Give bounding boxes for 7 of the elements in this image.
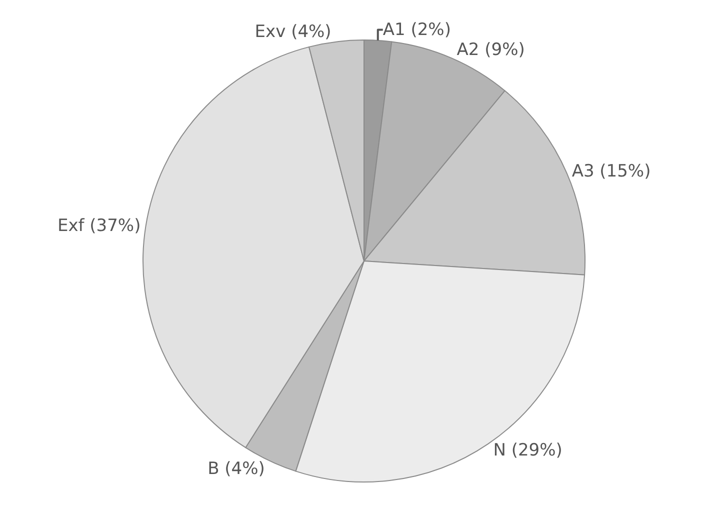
slice-label: B (4%) xyxy=(208,459,265,480)
slice-label: A1 (2%) xyxy=(382,20,451,40)
slice-label: N (29%) xyxy=(493,440,562,461)
slice-label: A3 (15%) xyxy=(572,162,651,182)
slice-label: Exf (37%) xyxy=(57,216,141,236)
slice-label: Exv (4%) xyxy=(254,22,332,42)
slice-label: A2 (9%) xyxy=(456,40,525,60)
